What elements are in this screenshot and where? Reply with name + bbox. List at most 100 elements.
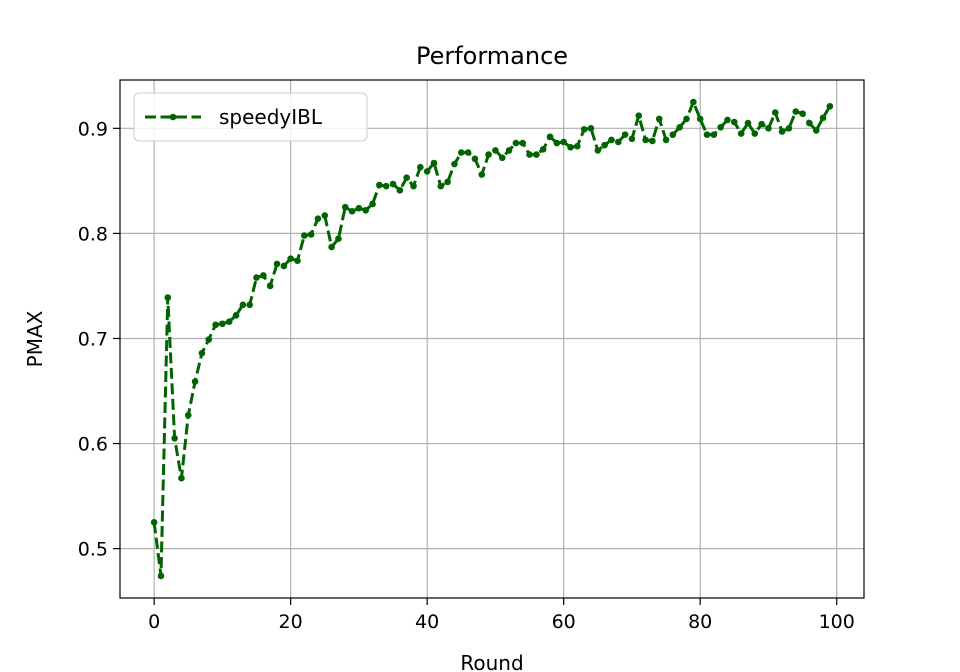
data-point <box>594 147 602 154</box>
data-point <box>478 171 486 178</box>
grid-lines <box>120 80 864 598</box>
data-point <box>731 118 738 126</box>
x-tick-label: 20 <box>279 611 303 633</box>
data-point <box>341 203 349 211</box>
data-point <box>471 155 479 163</box>
data-point <box>253 274 260 281</box>
data-point <box>737 130 745 137</box>
data-point <box>778 128 786 135</box>
data-point <box>498 154 506 162</box>
data-point <box>758 120 765 128</box>
data-point <box>328 243 335 251</box>
data-point <box>703 131 711 138</box>
data-point <box>614 138 622 146</box>
data-point <box>369 200 376 208</box>
x-tick-label: 60 <box>552 611 576 633</box>
data-point <box>417 163 424 171</box>
data-point <box>287 255 294 262</box>
data-point <box>232 312 240 319</box>
data-point <box>710 131 718 138</box>
legend: speedyIBL <box>133 92 368 142</box>
data-point <box>533 151 540 158</box>
data-point <box>437 182 445 190</box>
data-point <box>205 336 213 343</box>
data-point <box>799 110 806 117</box>
data-point <box>751 130 759 137</box>
data-point <box>191 378 199 385</box>
data-point <box>348 208 356 215</box>
data-point <box>792 108 800 115</box>
data-point <box>519 139 527 147</box>
data-point <box>410 182 417 190</box>
data-point <box>662 136 670 144</box>
data-point <box>771 109 779 116</box>
data-point <box>642 136 649 144</box>
data-point <box>430 159 438 167</box>
data-point <box>560 138 567 146</box>
data-point <box>567 143 574 151</box>
data-point <box>512 139 520 147</box>
data-point <box>806 119 813 127</box>
data-point <box>457 149 465 156</box>
series-layer <box>150 98 834 580</box>
data-point <box>246 301 253 309</box>
data-point <box>765 125 772 132</box>
data-point <box>717 123 724 131</box>
data-point <box>294 257 301 265</box>
x-axis-label: Round <box>460 651 523 672</box>
y-axis-label: PMAX <box>23 310 47 367</box>
data-point <box>526 151 533 158</box>
data-point <box>335 235 342 242</box>
data-point <box>389 180 397 188</box>
data-point <box>321 212 329 219</box>
y-tick-label: 0.6 <box>78 434 108 456</box>
chart-title: Performance <box>416 42 568 70</box>
data-point <box>171 434 178 442</box>
data-point <box>696 115 704 123</box>
data-point <box>260 272 267 279</box>
data-point <box>239 301 247 309</box>
data-point <box>587 125 595 132</box>
y-tick-label: 0.8 <box>78 223 108 245</box>
data-point <box>485 151 492 158</box>
data-point <box>362 206 370 214</box>
data-point <box>178 474 185 482</box>
data-point <box>355 204 363 212</box>
data-point <box>492 147 499 154</box>
data-point <box>307 231 315 238</box>
data-point <box>546 133 554 141</box>
data-point <box>676 123 684 131</box>
data-point <box>580 126 588 133</box>
data-point <box>724 116 731 124</box>
data-point <box>553 139 561 147</box>
data-point <box>574 142 581 150</box>
data-point <box>423 168 431 175</box>
y-tick-label: 0.7 <box>78 328 108 350</box>
data-point <box>314 215 322 222</box>
data-point <box>649 137 656 145</box>
axis-ticks: 0 20 40 60 80 100 0.5 0.6 0.7 0.8 0.9 <box>78 118 855 633</box>
data-point <box>300 232 308 239</box>
data-point <box>669 131 677 138</box>
data-point <box>621 131 629 138</box>
data-point <box>219 320 226 328</box>
legend-box <box>133 92 368 142</box>
y-tick-label: 0.5 <box>78 539 108 561</box>
data-point <box>273 260 281 268</box>
data-point <box>225 318 233 325</box>
x-tick-label: 40 <box>415 611 439 633</box>
x-tick-label: 80 <box>688 611 712 633</box>
data-point <box>212 321 219 329</box>
data-point <box>198 349 206 357</box>
data-point <box>655 115 663 123</box>
legend-label-speedyibl: speedyIBL <box>219 105 323 129</box>
data-point <box>628 135 636 143</box>
y-tick-label: 0.9 <box>78 118 108 140</box>
data-point <box>826 102 834 110</box>
data-point <box>744 119 752 127</box>
data-point <box>150 519 158 526</box>
data-point <box>608 136 615 144</box>
data-point <box>464 149 472 156</box>
data-point <box>539 146 547 153</box>
